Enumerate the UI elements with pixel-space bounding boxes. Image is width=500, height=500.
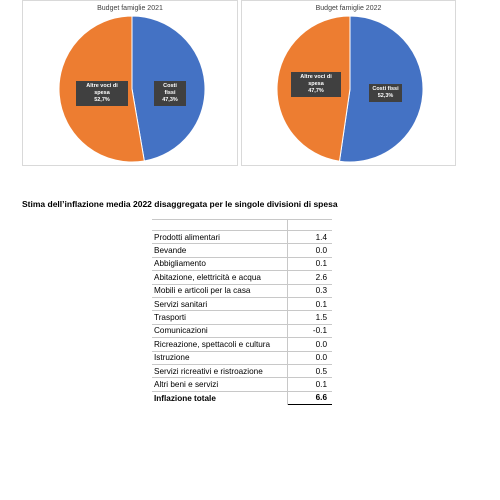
row-value: 0.1 [287,257,332,272]
pie-label-costi-fissi-2022: Costi fissi 52,3% [369,84,402,102]
table-total-row: Inflazione totale 6.6 [152,391,332,406]
table-row: Bevande 0.0 [152,243,332,258]
table-row: Servizi sanitari 0.1 [152,297,332,312]
row-label: Prodotti alimentari [152,230,288,245]
table-row: Istruzione 0.0 [152,351,332,365]
table-row: Mobili e articoli per la casa 0.3 [152,284,332,298]
pie-2021-svg [58,15,206,163]
row-label: Mobili e articoli per la casa [152,284,288,298]
pie-chart-2021: Budget famiglie 2021 Altre voci di spesa… [22,0,238,166]
row-value: 0.0 [287,337,332,352]
row-label: Abbigliamento [152,257,288,272]
row-value: 0.5 [287,364,332,379]
pie-label-altre-voci-2021: Altre voci di spesa 52,7% [76,81,128,106]
row-value: 2.6 [287,270,332,285]
row-label: Comunicazioni [152,324,288,339]
row-label: Altri beni e servizi [152,377,288,392]
row-value: 1.4 [287,230,332,245]
row-value: 0.3 [287,284,332,298]
row-label: Trasporti [152,310,288,325]
table-header-row [152,219,332,231]
chart-title-2022: Budget famiglie 2022 [315,5,382,12]
header-cell-value [287,219,332,231]
row-value: -0.1 [287,324,332,339]
table-row: Ricreazione, spettacoli e cultura 0.0 [152,337,332,352]
row-value: 0.1 [287,377,332,392]
pie-label-altre-voci-2022: Altre voci di spesa 47,7% [291,72,341,97]
table-row: Altri beni e servizi 0.1 [152,377,332,392]
table-row: Abitazione, elettricità e acqua 2.6 [152,270,332,285]
table-row: Servizi ricreativi e ristroazione 0.5 [152,364,332,379]
inflation-table: Prodotti alimentari 1.4 Bevande 0.0 Abbigl… [152,219,332,406]
pie-chart-2022: Budget famiglie 2022 Altre voci di spesa… [241,0,456,166]
table-row: Comunicazioni -0.1 [152,324,332,339]
row-value: 1.5 [287,310,332,325]
chart-title-2021: Budget famiglie 2021 [97,5,163,12]
row-label: Bevande [152,243,288,258]
table-row: Trasporti 1.5 [152,310,332,325]
row-value: 0.0 [287,351,332,365]
row-label: Abitazione, elettricità e acqua [152,270,288,285]
row-label: Servizi sanitari [152,297,288,312]
row-value: 0.0 [287,243,332,258]
pie-2022-svg [276,15,424,163]
table-caption: Stima dell’inflazione media 2022 disaggr… [22,199,338,209]
header-cell-label [152,219,288,231]
row-label: Servizi ricreativi e ristroazione [152,364,288,379]
table-row: Abbigliamento 0.1 [152,257,332,272]
table-row: Prodotti alimentari 1.4 [152,230,332,245]
pie-label-costi-fissi-2021: Costi fissi 47,3% [154,81,186,106]
row-value: 0.1 [287,297,332,312]
total-label: Inflazione totale [152,391,288,405]
row-label: Istruzione [152,351,288,365]
total-value: 6.6 [287,391,332,406]
row-label: Ricreazione, spettacoli e cultura [152,337,288,352]
